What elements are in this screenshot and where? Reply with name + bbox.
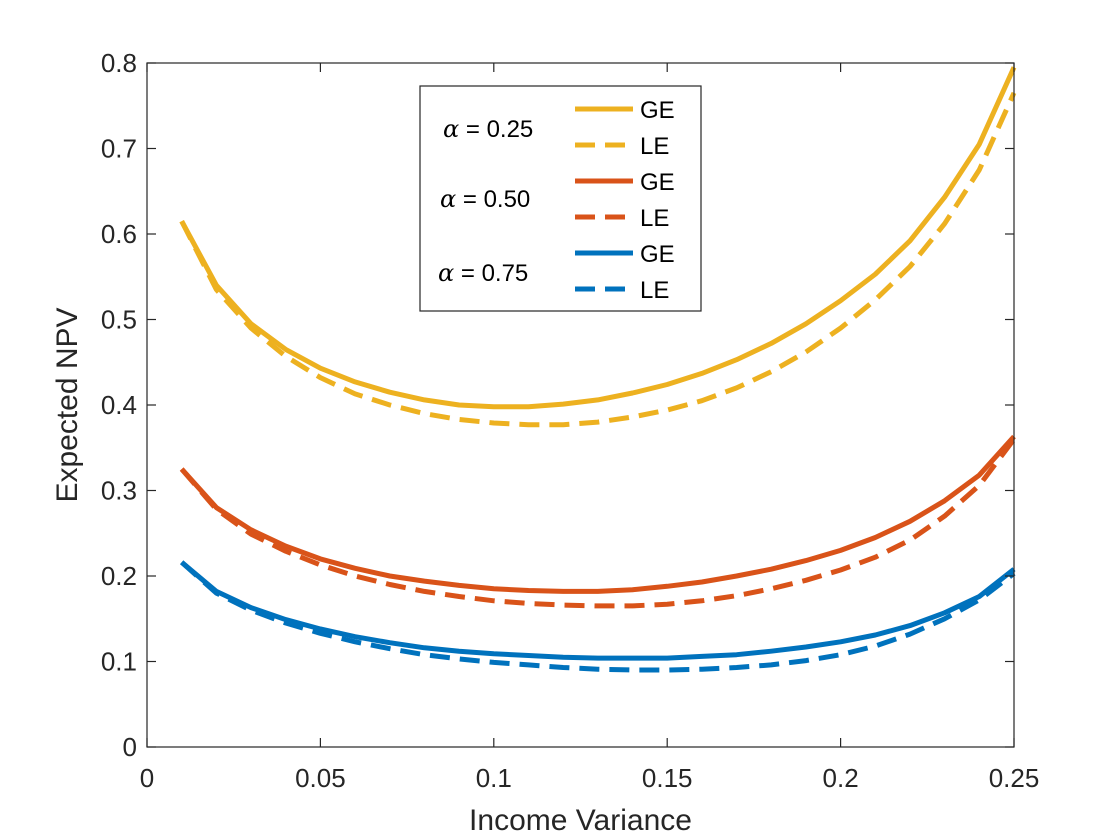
legend-group-label: α = 0.25 [443,115,533,143]
x-axis-title: Income Variance [469,804,692,837]
y-tick-label: 0.6 [101,219,137,249]
series-line-4-le-dashed [179,437,1016,609]
legend-group-label: α = 0.50 [440,185,530,213]
y-tick-label: 0.8 [101,48,137,78]
legend-entry-label: LE [640,205,669,232]
alpha-symbol: α [443,115,459,143]
series-line-2-le-dashed [179,91,1017,428]
series-layer [179,66,1017,673]
y-tick-label: 0.3 [101,476,137,506]
x-tick-label: 0.25 [989,763,1040,793]
series-line-3-ge-solid [179,434,1016,594]
x-tick-label: 0.05 [295,763,346,793]
legend-entry-label: LE [640,133,669,160]
alpha-value: = 0.50 [456,186,530,213]
alpha-value: = 0.25 [459,116,533,143]
x-tick-label: 0.1 [476,763,512,793]
y-tick-label: 0.5 [101,305,137,335]
alpha-symbol: α [440,185,456,213]
legend-entry-label: GE [640,241,675,268]
x-tick-label: 0.2 [823,763,859,793]
legend-group-label: α = 0.75 [438,259,528,287]
y-tick-label: 0.4 [101,390,137,420]
series-line-6-le-dashed [180,560,1016,673]
alpha-symbol: α [438,259,454,287]
series-line-1-ge-solid [179,66,1017,410]
y-tick-label: 0.1 [101,647,137,677]
x-tick-label: 0 [140,763,154,793]
alpha-value: = 0.75 [454,260,528,287]
y-tick-label: 0 [123,732,137,762]
legend-entry-label: GE [640,97,675,124]
legend-box [419,85,702,312]
legend-entry-label: LE [640,277,669,304]
y-tick-label: 0.2 [101,561,137,591]
legend-entry-label: GE [640,169,675,196]
x-tick-label: 0.15 [642,763,693,793]
y-axis-title: Expected NPV [51,307,84,502]
y-tick-label: 0.7 [101,134,137,164]
axes: 0 0.05 0.1 0.15 0.2 0.25 0 0.1 0.2 0.3 0.4 0.5 0.6 0.… [101,48,1039,793]
series-line-5-ge-solid [180,560,1016,661]
